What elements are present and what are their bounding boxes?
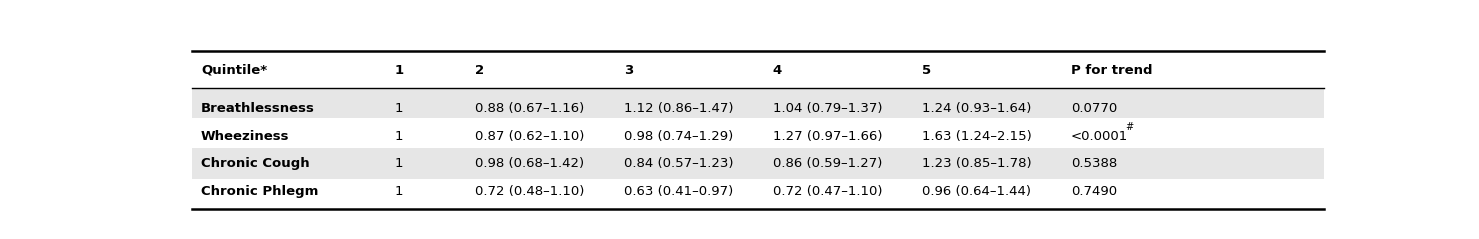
Text: 1: 1 xyxy=(395,158,404,170)
Text: 5: 5 xyxy=(921,64,930,76)
Text: 0.63 (0.41–0.97): 0.63 (0.41–0.97) xyxy=(624,185,734,198)
Text: 1: 1 xyxy=(395,102,404,115)
Text: 1.23 (0.85–1.78): 1.23 (0.85–1.78) xyxy=(921,158,1031,170)
Bar xyxy=(192,148,1324,179)
Text: 0.72 (0.47–1.10): 0.72 (0.47–1.10) xyxy=(774,185,883,198)
Text: 1: 1 xyxy=(395,130,404,143)
Text: 0.84 (0.57–1.23): 0.84 (0.57–1.23) xyxy=(624,158,734,170)
Text: Chronic Cough: Chronic Cough xyxy=(201,158,309,170)
Text: 1.27 (0.97–1.66): 1.27 (0.97–1.66) xyxy=(774,130,883,143)
Text: 0.72 (0.48–1.10): 0.72 (0.48–1.10) xyxy=(475,185,584,198)
Text: 0.0770: 0.0770 xyxy=(1071,102,1117,115)
Text: 1.04 (0.79–1.37): 1.04 (0.79–1.37) xyxy=(774,102,883,115)
Text: 3: 3 xyxy=(624,64,633,76)
Text: 0.7490: 0.7490 xyxy=(1071,185,1117,198)
Text: <0.0001: <0.0001 xyxy=(1071,130,1128,143)
Text: 0.88 (0.67–1.16): 0.88 (0.67–1.16) xyxy=(475,102,584,115)
Bar xyxy=(192,118,1324,148)
Text: 2: 2 xyxy=(475,64,484,76)
Text: 0.98 (0.68–1.42): 0.98 (0.68–1.42) xyxy=(475,158,584,170)
Text: Chronic Phlegm: Chronic Phlegm xyxy=(201,185,318,198)
Text: 0.96 (0.64–1.44): 0.96 (0.64–1.44) xyxy=(921,185,1031,198)
Text: Breathlessness: Breathlessness xyxy=(201,102,315,115)
Text: 1.63 (1.24–2.15): 1.63 (1.24–2.15) xyxy=(921,130,1032,143)
Text: 0.87 (0.62–1.10): 0.87 (0.62–1.10) xyxy=(475,130,584,143)
Text: Quintile*: Quintile* xyxy=(201,64,268,76)
Text: 1.12 (0.86–1.47): 1.12 (0.86–1.47) xyxy=(624,102,734,115)
Text: 4: 4 xyxy=(774,64,782,76)
Bar xyxy=(192,87,1324,118)
Text: 0.5388: 0.5388 xyxy=(1071,158,1117,170)
Text: Wheeziness: Wheeziness xyxy=(201,130,290,143)
Text: 1: 1 xyxy=(395,64,404,76)
Text: 0.86 (0.59–1.27): 0.86 (0.59–1.27) xyxy=(774,158,883,170)
Text: #: # xyxy=(1126,122,1133,132)
Text: 0.98 (0.74–1.29): 0.98 (0.74–1.29) xyxy=(624,130,734,143)
Bar xyxy=(192,179,1324,209)
Text: 1.24 (0.93–1.64): 1.24 (0.93–1.64) xyxy=(921,102,1031,115)
Text: 1: 1 xyxy=(395,185,404,198)
Text: P for trend: P for trend xyxy=(1071,64,1152,76)
